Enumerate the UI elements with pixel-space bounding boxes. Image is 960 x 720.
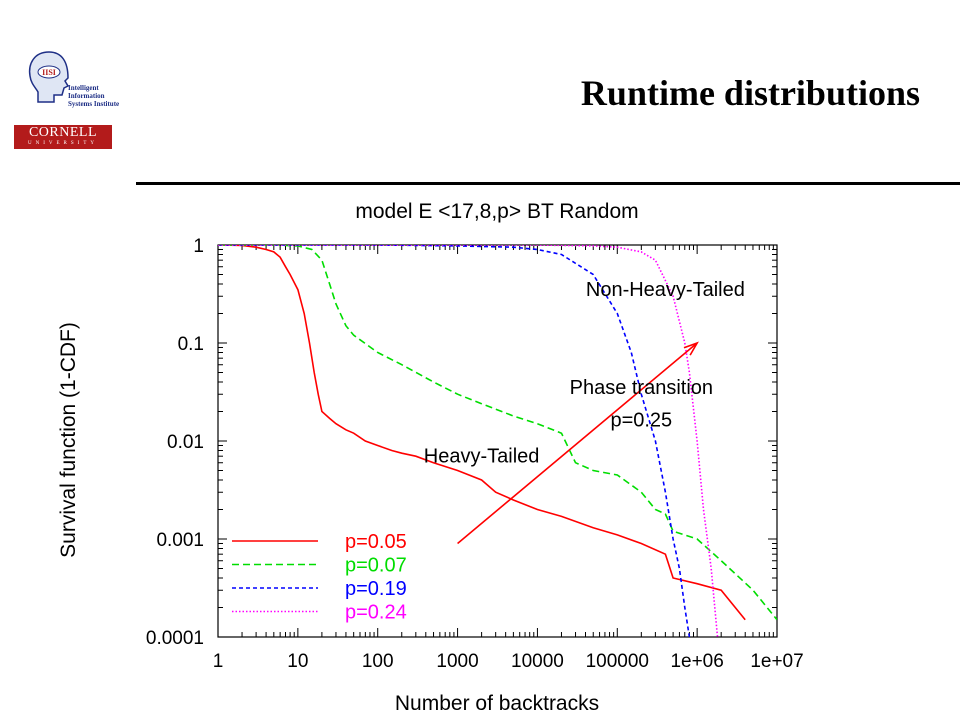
x-tick-label: 1e+06 xyxy=(670,651,723,672)
x-tick-label: 100000 xyxy=(586,651,649,672)
x-tick-label: 10 xyxy=(287,651,308,672)
cornell-word: CORNELL xyxy=(28,125,98,140)
iisi-line-2: Systems Institute xyxy=(68,100,120,108)
x-tick-label: 10000 xyxy=(511,651,564,672)
annotation-0: Non-Heavy-Tailed xyxy=(586,279,745,301)
y-tick-label: 0.001 xyxy=(156,530,204,551)
iisi-line-1: Intelligent Information xyxy=(68,84,105,100)
legend-label-p-0-05: p=0.05 xyxy=(345,531,407,553)
x-axis-label: Number of backtracks xyxy=(395,692,599,715)
legend-label-p-0-07: p=0.07 xyxy=(345,555,407,577)
x-tick-label: 1e+07 xyxy=(750,651,803,672)
series-line-p-0-24 xyxy=(218,245,719,637)
series-line-p-0-05 xyxy=(218,245,746,621)
plot-layer: 1 10 100 1000 10000 100000 1e+06 1e+07 1 0.1 0.01 0… xyxy=(146,236,804,672)
iisi-badge-text: IISI xyxy=(42,68,56,77)
y-axis-label: Survival function (1-CDF) xyxy=(57,322,80,558)
slide-title: Runtime distributions xyxy=(580,73,920,113)
logo-area: IISI Intelligent Information Systems Ins… xyxy=(10,40,120,160)
annotation-3: Heavy-Tailed xyxy=(424,446,540,468)
cornell-logo: CORNELL UNIVERSITY xyxy=(14,125,112,149)
annotation-1: Phase transition xyxy=(570,377,713,399)
x-tick-label: 100 xyxy=(362,651,394,672)
cornell-sub: UNIVERSITY xyxy=(28,141,98,146)
iisi-text: Intelligent Information Systems Institut… xyxy=(68,84,128,108)
y-tick-label: 0.01 xyxy=(167,432,204,453)
annotation-2: p=0.25 xyxy=(610,410,672,432)
title-divider xyxy=(136,182,960,185)
legend-label-p-0-19: p=0.19 xyxy=(345,578,407,600)
x-tick-label: 1000 xyxy=(436,651,478,672)
legend-label-p-0-24: p=0.24 xyxy=(345,602,407,624)
iisi-head-logo-icon: IISI xyxy=(28,51,70,103)
y-tick-label: 1 xyxy=(193,236,204,257)
phase-transition-arrow xyxy=(457,342,698,545)
y-tick-label: 0.0001 xyxy=(146,628,204,649)
series-line-p-0-19 xyxy=(218,245,691,637)
arrow-head xyxy=(683,341,699,356)
y-tick-label: 0.1 xyxy=(178,334,204,355)
x-tick-label: 1 xyxy=(213,651,224,672)
series-line-p-0-07 xyxy=(218,245,777,621)
chart-title: model E <17,8,p> BT Random xyxy=(355,200,638,223)
